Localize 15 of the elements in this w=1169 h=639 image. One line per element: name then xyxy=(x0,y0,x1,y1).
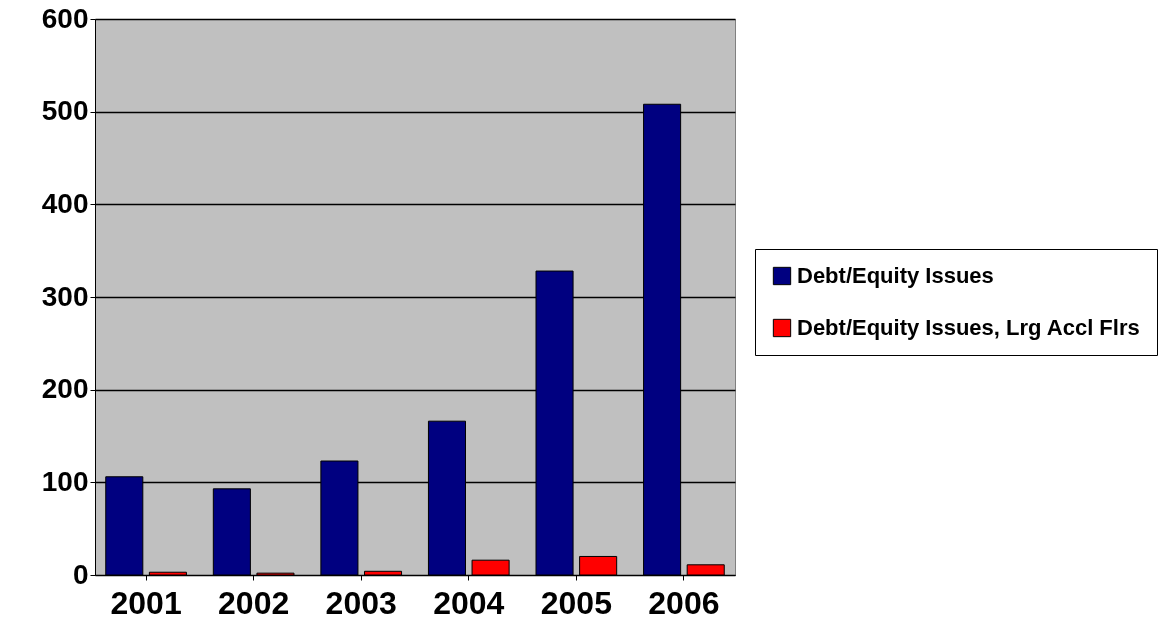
x-tick-label: 2005 xyxy=(540,584,612,621)
legend-label: Debt/Equity Issues xyxy=(797,263,994,288)
y-tick-label: 300 xyxy=(41,280,89,312)
legend-label: Debt/Equity Issues, Lrg Accl Flrs xyxy=(797,315,1140,340)
y-tick-label: 500 xyxy=(41,95,89,127)
x-tick-label: 2002 xyxy=(218,584,290,621)
x-tick-label: 2004 xyxy=(433,584,505,621)
y-tick-label: 600 xyxy=(41,2,89,34)
x-tick-label: 2003 xyxy=(325,584,397,621)
y-tick-label: 100 xyxy=(41,465,89,497)
y-tick-label: 400 xyxy=(41,187,89,219)
x-tick-label: 2006 xyxy=(648,584,720,621)
y-tick-label: 200 xyxy=(41,373,89,405)
y-tick-label: 0 xyxy=(72,558,89,590)
x-tick-label: 2001 xyxy=(110,584,182,621)
